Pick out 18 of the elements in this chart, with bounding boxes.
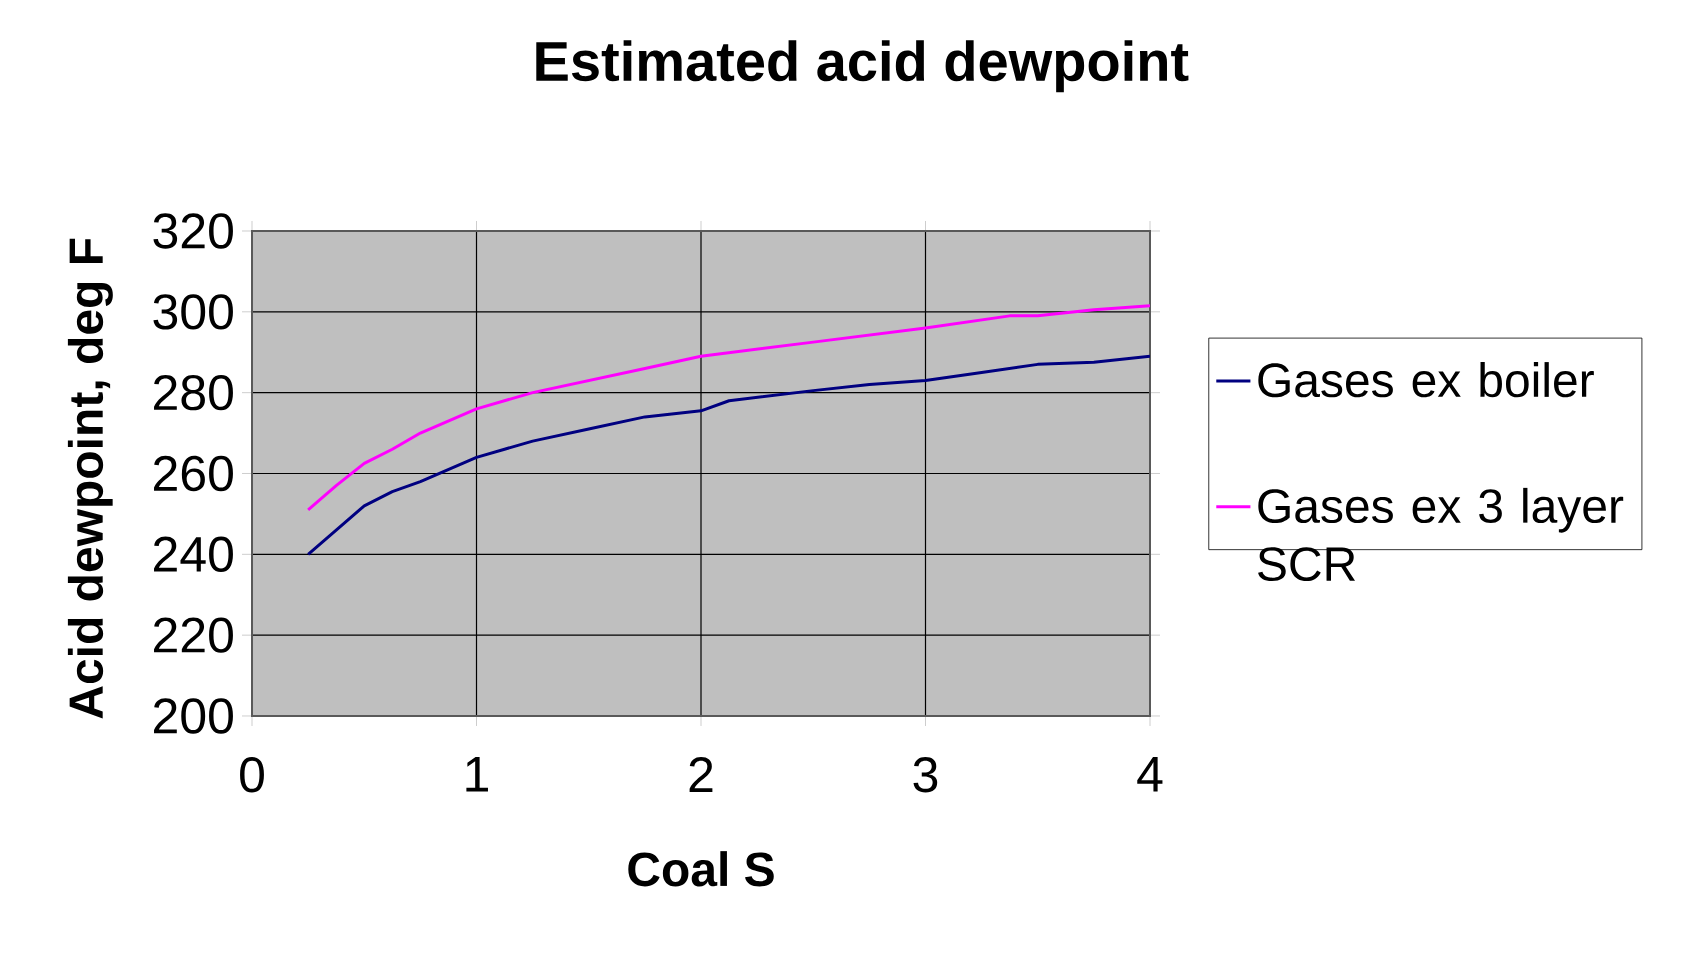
y-tick-label: 240 [154, 536, 233, 573]
x-tick-label: 0 [240, 757, 264, 793]
line-series [306, 354, 1150, 556]
legend-label: Gases ex 3 layer SCR [1258, 487, 1624, 582]
legend-label: Gases ex boiler [1258, 362, 1594, 398]
y-tick-label: 300 [153, 294, 233, 330]
y-axis-title: Acid dewpoint, deg F [67, 238, 113, 719]
x-tick-label: 3 [913, 757, 938, 793]
x-tick-label: 4 [1137, 757, 1163, 792]
y-tick-label: 320 [153, 213, 233, 249]
y-tick-label: 200 [154, 698, 233, 734]
x-tick-label: 1 [466, 757, 488, 792]
x-axis-title: Coal S [628, 851, 774, 887]
y-tick-label: 280 [154, 374, 233, 411]
chart-title: Estimated acid dewpoint [536, 40, 1189, 93]
x-tick-label: 2 [689, 757, 713, 792]
y-tick-label: 220 [154, 617, 233, 653]
y-tick-label: 260 [154, 455, 233, 492]
